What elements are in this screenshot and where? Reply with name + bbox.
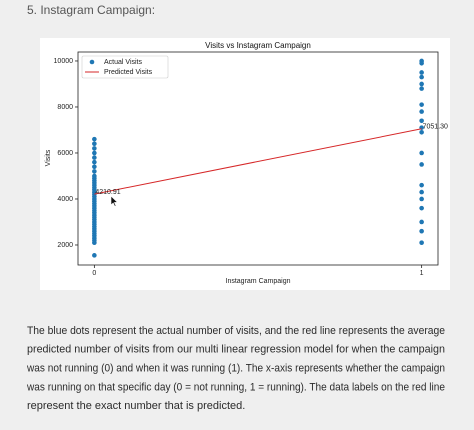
regression-line: [94, 128, 422, 195]
y-axis-label: Visits: [45, 149, 52, 166]
data-point: [92, 164, 97, 170]
data-point: [419, 70, 424, 75]
data-point: [92, 253, 97, 258]
data-point: [419, 74, 424, 80]
legend-label: Predicted Visits: [104, 69, 153, 76]
data-point: [419, 118, 424, 124]
legend-label: Actual Visits: [104, 59, 142, 66]
legend-box: [81, 55, 169, 79]
data-point: [92, 169, 97, 174]
data-point: [419, 162, 424, 167]
x-axis-label: Instagram Campaign: [226, 278, 291, 285]
data-point: [419, 219, 424, 225]
paragraph: The blue dots represent the actual numbe…: [26, 325, 445, 412]
data-point: [419, 228, 424, 234]
data-point: [92, 136, 97, 142]
x-tick-label: 1: [420, 270, 424, 277]
data-point: [419, 240, 424, 245]
paragraph-line: predicted number of visits from our mult…: [27, 344, 445, 356]
data-point: [419, 109, 424, 114]
data-point: [419, 58, 424, 64]
data-point: [419, 129, 424, 135]
y-tick-label: 2000: [57, 242, 73, 249]
heading: 5. Instagram Campaign:: [27, 3, 155, 17]
y-tick-label: 8000: [57, 104, 73, 111]
data-point: [419, 81, 424, 87]
data-point: [92, 150, 97, 156]
plot-frame: [77, 51, 439, 266]
data-point: [92, 159, 97, 165]
data-point: [92, 155, 97, 160]
data-point: [419, 102, 424, 107]
data-label: 4210.91: [95, 189, 120, 196]
cursor: [110, 195, 119, 207]
y-tick-label: 6000: [57, 150, 73, 157]
paragraph-line: represent the exact number that is predi…: [27, 400, 245, 412]
data-point: [419, 182, 424, 188]
data-point: [419, 189, 424, 195]
data-point: [92, 146, 97, 151]
x-tick-label: 0: [92, 270, 96, 277]
data-point: [419, 150, 424, 156]
data-point: [92, 141, 97, 147]
data-point: [419, 205, 424, 211]
data-label: 7051.30: [423, 124, 448, 131]
data-point: [419, 196, 424, 202]
y-tick-label: 10000: [54, 58, 74, 65]
paragraph-line: was not running (0) and when it was runn…: [26, 363, 445, 375]
legend-swatch: [89, 59, 95, 65]
paragraph-line: The blue dots represent the actual numbe…: [27, 325, 445, 337]
data-point: [419, 86, 424, 91]
chart-title: Visits vs Instagram Campaign: [205, 41, 311, 50]
data-point: [92, 173, 97, 179]
paragraph-line: was running on that specific day (0 = no…: [26, 381, 445, 393]
y-tick-label: 4000: [57, 196, 73, 203]
